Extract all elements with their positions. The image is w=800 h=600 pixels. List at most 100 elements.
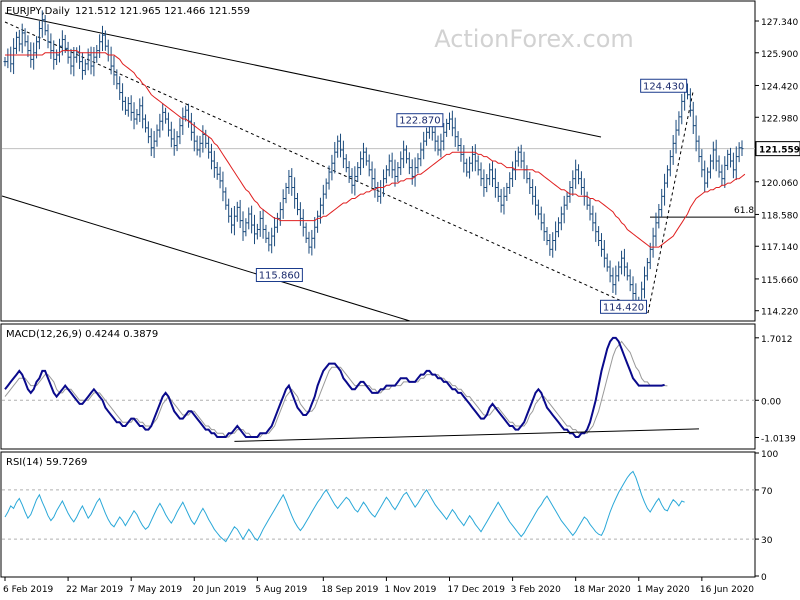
price-bar-83: [241, 211, 245, 241]
price-bar-80: [232, 206, 236, 236]
rsi-y-tick-label-3: 0: [761, 573, 767, 583]
price-bar-122: [353, 166, 357, 196]
x-tick-label-1: 22 Mar 2019: [66, 585, 123, 595]
price-bar-54: [158, 113, 162, 138]
macd-panel-frame: [0, 323, 756, 450]
price-bar-77: [224, 187, 228, 210]
price-bar-25: [75, 47, 79, 63]
macd-y-tick-label-0: 1.7012: [761, 335, 793, 345]
price-bar-205: [591, 205, 595, 232]
x-tick-label-11: 16 Jun 2020: [700, 585, 754, 595]
price-bar-7: [23, 28, 27, 47]
price-bar-55: [161, 103, 165, 131]
price-bar-69: [201, 125, 205, 153]
price-y-tick-label-6: 118.580: [761, 211, 798, 221]
price-bar-231: [665, 165, 669, 188]
price-bar-39: [115, 69, 119, 90]
price-bar-214: [617, 261, 621, 282]
price-bar-30: [89, 46, 93, 75]
last-price-box: [755, 141, 800, 157]
price-bar-67: [195, 135, 199, 156]
x-tick-label-6: 1 Nov 2019: [384, 585, 436, 595]
price-bar-157: [453, 117, 457, 147]
price-bar-138: [399, 151, 403, 176]
price-bar-209: [602, 240, 606, 268]
price-bar-107: [310, 229, 314, 256]
price-bar-17: [52, 40, 56, 70]
price-bar-115: [333, 141, 337, 174]
price-bar-43: [126, 97, 130, 117]
price-bar-189: [545, 227, 549, 246]
price-bar-256: [737, 142, 741, 163]
x-axis: 6 Feb 2019 22 Mar 2019 7 May 2019 20 Jun 20…: [3, 577, 754, 595]
price-bar-187: [539, 206, 543, 231]
price-bar-169: [488, 163, 492, 186]
rsi-line: [4, 470, 685, 543]
price-bar-32: [95, 45, 99, 63]
price-bar-228: [657, 204, 661, 229]
price-bar-28: [83, 59, 87, 76]
annotation-label-1: 124.430: [643, 81, 684, 92]
price-bar-234: [674, 119, 678, 154]
price-bar-167: [482, 169, 486, 197]
x-tick-label-9: 18 Mar 2020: [574, 585, 631, 595]
price-y-tick-label-5: 120.060: [761, 179, 798, 189]
rsi-lines: [2, 470, 755, 543]
price-bar-56: [164, 107, 168, 124]
macd-y-tick-label-2: -1.0139: [761, 434, 796, 444]
price-bar-41: [121, 83, 125, 111]
price-bar-175: [505, 182, 509, 201]
price-bar-24: [72, 47, 76, 77]
price-bar-31: [92, 47, 96, 77]
price-bar-18: [55, 49, 59, 65]
price-bar-191: [551, 232, 555, 258]
price-bar-42: [123, 96, 127, 115]
price-bar-152: [439, 133, 443, 158]
price-bar-4: [14, 31, 18, 54]
price-bar-111: [321, 184, 325, 215]
price-bar-87: [252, 214, 256, 245]
price-bar-29: [86, 48, 90, 71]
price-bar-213: [614, 265, 618, 295]
price-bar-207: [597, 226, 601, 247]
price-bar-133: [384, 165, 388, 184]
price-bar-141: [407, 152, 411, 175]
x-tick-label-4: 5 Aug 2019: [255, 585, 307, 595]
price-bar-226: [651, 227, 655, 258]
price-bar-126: [364, 147, 368, 166]
price-bar-173: [499, 188, 503, 213]
price-bar-254: [731, 152, 735, 179]
price-bar-98: [284, 182, 288, 204]
price-bar-85: [247, 207, 251, 230]
rsi-panel-frame: [0, 451, 756, 578]
price-bar-110: [318, 197, 322, 224]
price-bar-119: [344, 154, 348, 173]
price-bar-116: [336, 135, 340, 158]
price-bar-100: [290, 168, 294, 196]
price-bar-176: [508, 172, 512, 194]
price-bar-90: [261, 209, 265, 239]
price-bar-184: [531, 179, 535, 205]
price-bar-125: [361, 142, 365, 169]
rsi-y-axis: 100 70 30 0: [755, 450, 778, 583]
rsi-y-tick-label-1: 70: [761, 487, 773, 497]
price-y-tick-label-0: 127.340: [761, 18, 798, 28]
price-bar-15: [46, 24, 50, 49]
price-bar-47: [138, 98, 142, 123]
price-bar-155: [447, 112, 451, 130]
price-bar-88: [255, 223, 259, 240]
price-bar-177: [511, 161, 515, 188]
price-bar-211: [608, 260, 612, 283]
price-bar-196: [565, 191, 569, 210]
price-bar-113: [327, 165, 331, 190]
price-bar-197: [568, 181, 572, 203]
price-bar-161: [465, 158, 469, 177]
annotation-label-3: 114.420: [603, 302, 644, 313]
price-bar-6: [20, 23, 24, 54]
price-bar-142: [410, 159, 414, 185]
price-bar-94: [273, 217, 277, 247]
price-bar-223: [642, 266, 646, 299]
price-bar-198: [571, 170, 575, 196]
price-bar-53: [155, 124, 159, 147]
price-bar-97: [281, 189, 285, 219]
